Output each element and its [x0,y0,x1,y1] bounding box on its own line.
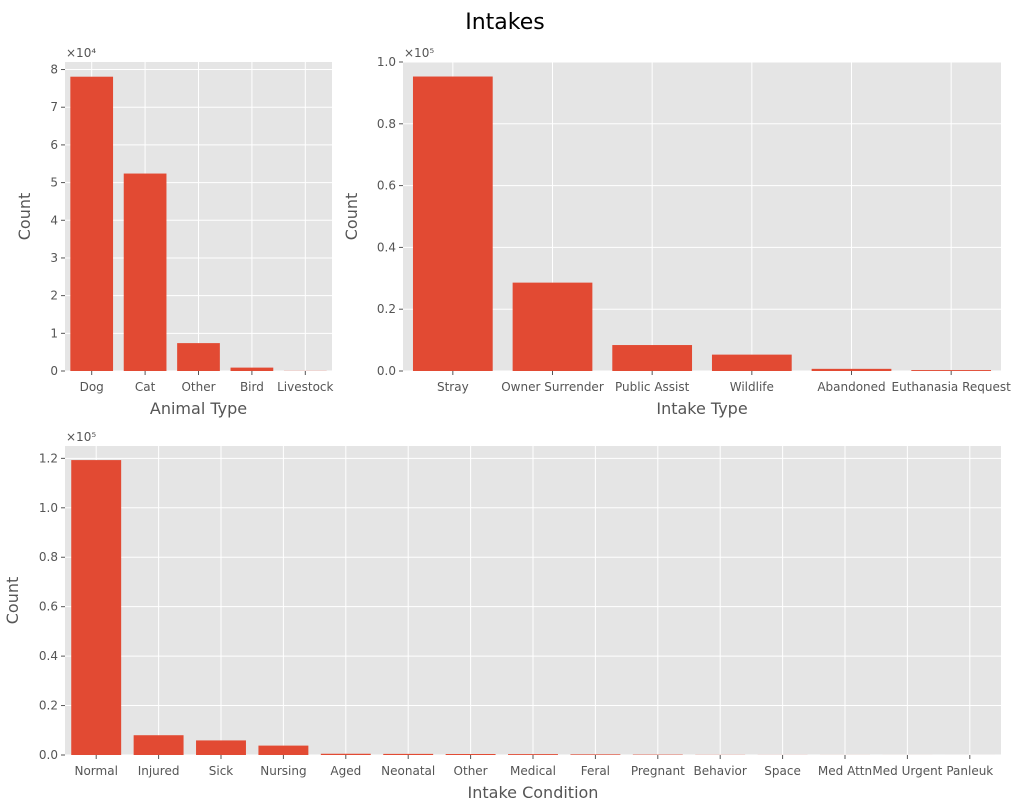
intake-condition-bar [196,740,246,755]
intake-type-xtick-label: Euthanasia Request [892,380,1011,394]
animal-type-xtick-label: Dog [80,380,104,394]
intake-condition-xtick-label: Other [454,764,488,778]
intake-type-bar [512,282,593,371]
intake-type-ytick-label: 0.6 [377,179,396,193]
animal-type-xtick-label: Cat [135,380,156,394]
animal-type-ytick-label: 1 [50,326,58,340]
intake-type-xtick-label: Wildlife [730,380,774,394]
intake-type-chart: 0.0 0.2 0.4 0.6 0.8 1.0 Stray Owner Surrender Pu… [342,46,1011,418]
animal-type-ytick-label: 6 [50,138,58,152]
animal-type-ytick-label: 2 [50,289,58,303]
intake-type-xtick-label: Abandoned [817,380,885,394]
intake-type-y-axis-label: Count [342,193,361,241]
intake-condition-xtick-label: Med Attn [818,764,872,778]
animal-type-ytick-label: 3 [50,251,58,265]
intake-condition-ytick-label: 1.0 [39,501,58,515]
intake-condition-ytick-label: 0.2 [39,699,58,713]
intake-type-bar [811,368,892,371]
intake-condition-xtick-label: Space [764,764,801,778]
intake-condition-bar [320,753,371,755]
intake-condition-xtick-label: Sick [209,764,234,778]
animal-type-xtick-label: Bird [240,380,264,394]
intake-condition-bar [445,754,496,755]
intake-condition-bar [383,753,434,755]
intake-type-bar [412,76,493,371]
intake-type-bar [612,345,693,371]
animal-type-xtick-label: Other [181,380,215,394]
intake-type-xtick-label: Public Assist [615,380,690,394]
intake-condition-bar [133,735,184,755]
intake-condition-bar [258,745,309,755]
intake-condition-xtick-label: Neonatal [381,764,435,778]
intake-condition-xtick-label: Nursing [260,764,306,778]
animal-type-chart: 0 1 2 3 4 5 6 7 8 Dog Cat Other Bird Livestock Animal … [15,46,334,418]
intake-type-bar [711,354,792,371]
intake-condition-xtick-label: Injured [138,764,180,778]
animal-type-ytick-label: 5 [50,176,58,190]
intake-condition-xtick-label: Med Urgent [872,764,942,778]
intake-condition-xtick-label: Pregnant [631,764,685,778]
intake-type-plot-area [403,62,1001,371]
intake-type-xtick-label: Stray [437,380,469,394]
animal-type-ytick-label: 8 [50,63,58,77]
animal-type-bar [177,343,220,371]
intake-type-bar [911,370,992,371]
intake-condition-chart: 0.0 0.2 0.4 0.6 0.8 1.0 1.2 Normal Injured Sick Nu… [3,430,1001,802]
intake-condition-ytick-label: 0.6 [39,600,58,614]
intake-type-ytick-label: 0.4 [377,240,396,254]
figure-title: Intakes [465,10,545,35]
intake-condition-xtick-label: Medical [510,764,556,778]
animal-type-xtick-label: Livestock [277,380,333,394]
intake-condition-bar [570,754,621,755]
animal-type-ytick-label: 0 [50,364,58,378]
intake-condition-ytick-label: 0.4 [39,649,58,663]
intake-type-ytick-label: 0.8 [377,117,396,131]
intake-condition-xtick-label: Aged [330,764,361,778]
intake-condition-ytick-label: 0.0 [39,748,58,762]
intake-type-x-axis-label: Intake Type [656,399,747,418]
intake-type-scale-multiplier: ×10⁵ [404,46,434,60]
intake-condition-x-axis-label: Intake Condition [468,783,599,802]
intake-condition-xtick-label: Feral [581,764,610,778]
intake-condition-xtick-label: Behavior [694,764,747,778]
intake-type-ytick-label: 0.0 [377,364,396,378]
intake-condition-xtick-label: Panleuk [946,764,993,778]
intake-condition-ytick-label: 0.8 [39,550,58,564]
intake-condition-xtick-label: Normal [74,764,117,778]
animal-type-y-axis-label: Count [15,193,34,241]
intake-type-xtick-label: Owner Surrender [501,380,604,394]
animal-type-x-axis-label: Animal Type [150,399,247,418]
intake-condition-bar [71,460,122,755]
animal-type-bar [70,76,114,371]
intake-condition-ytick-label: 1.2 [39,451,58,465]
intake-condition-bar [508,754,558,755]
animal-type-ytick-label: 7 [50,100,58,114]
animal-type-bar [123,173,167,371]
intake-condition-scale-multiplier: ×10⁵ [66,430,96,444]
intake-type-ytick-label: 0.2 [377,302,396,316]
intake-type-ytick-label: 1.0 [377,55,396,69]
intake-condition-y-axis-label: Count [3,577,22,625]
animal-type-bar [230,367,274,371]
animal-type-ytick-label: 4 [50,213,58,227]
animal-type-scale-multiplier: ×10⁴ [66,46,96,60]
